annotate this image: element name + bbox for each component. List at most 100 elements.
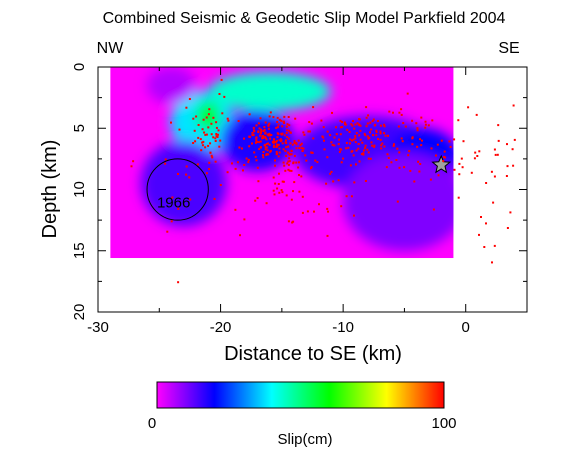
aftershock-point [478, 150, 481, 153]
aftershock-point [288, 124, 291, 127]
aftershock-point [303, 133, 306, 136]
aftershock-point [268, 122, 271, 125]
aftershock-point [440, 139, 443, 142]
aftershock-point [358, 160, 361, 163]
aftershock-point [251, 142, 253, 145]
aftershock-point [287, 160, 290, 163]
aftershock-point [234, 167, 237, 170]
aftershock-point [282, 180, 285, 183]
aftershock-point [196, 163, 199, 166]
aftershock-point [286, 162, 289, 165]
aftershock-point [327, 210, 329, 213]
aftershock-point [387, 134, 389, 137]
aftershock-point [355, 163, 357, 166]
aftershock-point [511, 148, 514, 151]
aftershock-point [279, 138, 282, 141]
aftershock-point [247, 158, 250, 161]
aftershock-point [267, 142, 269, 145]
aftershock-point [349, 164, 352, 167]
aftershock-point [212, 136, 215, 139]
aftershock-point [301, 150, 304, 152]
aftershock-point [357, 143, 360, 145]
aftershock-point [408, 150, 411, 153]
aftershock-point [370, 128, 373, 131]
aftershock-point [278, 147, 281, 150]
aftershock-point [207, 144, 210, 147]
aftershock-point [164, 162, 167, 165]
aftershock-point [302, 147, 305, 150]
aftershock-point [403, 166, 406, 169]
aftershock-point [329, 172, 332, 175]
aftershock-point [287, 168, 290, 171]
aftershock-point [251, 131, 254, 134]
aftershock-point [254, 155, 257, 158]
aftershock-point [270, 134, 273, 136]
aftershock-point [352, 138, 355, 141]
aftershock-point [265, 154, 268, 156]
aftershock-point [284, 169, 287, 172]
aftershock-point [211, 156, 214, 159]
aftershock-point [243, 137, 245, 140]
aftershock-point [467, 106, 470, 109]
aftershock-point [256, 166, 259, 169]
aftershock-point [351, 139, 353, 142]
aftershock-point [294, 117, 297, 120]
aftershock-point [395, 159, 398, 161]
aftershock-point [243, 218, 246, 221]
aftershock-point [276, 121, 279, 123]
aftershock-point [407, 154, 410, 157]
aftershock-point [290, 149, 293, 152]
aftershock-point [299, 144, 302, 147]
aftershock-point [383, 123, 386, 126]
aftershock-point [300, 147, 303, 150]
aftershock-point [314, 159, 317, 162]
aftershock-point [262, 154, 264, 157]
aftershock-point [340, 161, 343, 164]
aftershock-point [329, 134, 332, 137]
aftershock-point [341, 126, 343, 128]
aftershock-point [397, 125, 400, 128]
aftershock-point [353, 127, 356, 130]
aftershock-point [409, 169, 412, 172]
aftershock-point [318, 203, 320, 206]
aftershock-point [386, 153, 389, 156]
aftershock-point [269, 149, 272, 152]
aftershock-point [363, 132, 366, 135]
aftershock-point [326, 156, 329, 159]
aftershock-point [272, 189, 275, 192]
aftershock-point [295, 147, 298, 150]
aftershock-point [213, 197, 216, 200]
aftershock-point [276, 136, 279, 139]
aftershock-point [288, 153, 291, 156]
aftershock-point [373, 124, 376, 127]
aftershock-point [201, 141, 204, 144]
aftershock-point [401, 140, 404, 143]
slip-patch [140, 140, 227, 227]
aftershock-point [234, 208, 237, 211]
aftershock-point [259, 146, 262, 149]
aftershock-point [288, 169, 291, 172]
aftershock-point [379, 130, 382, 133]
aftershock-point [216, 136, 219, 138]
aftershock-point [497, 139, 500, 142]
aftershock-point [189, 198, 192, 201]
aftershock-point [352, 154, 355, 157]
aftershock-point [268, 132, 271, 135]
aftershock-point [308, 130, 311, 133]
aftershock-point [171, 196, 174, 199]
aftershock-point [493, 175, 496, 178]
aftershock-point [293, 154, 296, 157]
aftershock-point [512, 164, 515, 167]
aftershock-point [275, 153, 278, 156]
aftershock-point [352, 120, 354, 122]
aftershock-point [284, 141, 287, 144]
aftershock-point [241, 147, 243, 150]
aftershock-point [458, 173, 461, 176]
aftershock-point [278, 172, 280, 175]
aftershock-point [203, 131, 206, 134]
aftershock-point [310, 122, 313, 125]
aftershock-point [285, 132, 288, 134]
aftershock-point [281, 180, 284, 183]
aftershock-point [285, 194, 288, 197]
aftershock-point [278, 118, 281, 121]
